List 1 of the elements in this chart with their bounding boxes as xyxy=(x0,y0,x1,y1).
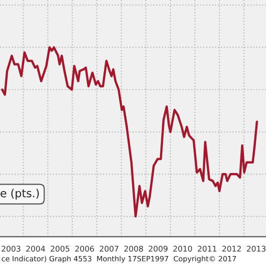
annotation: e (pts.) xyxy=(0,188,39,200)
